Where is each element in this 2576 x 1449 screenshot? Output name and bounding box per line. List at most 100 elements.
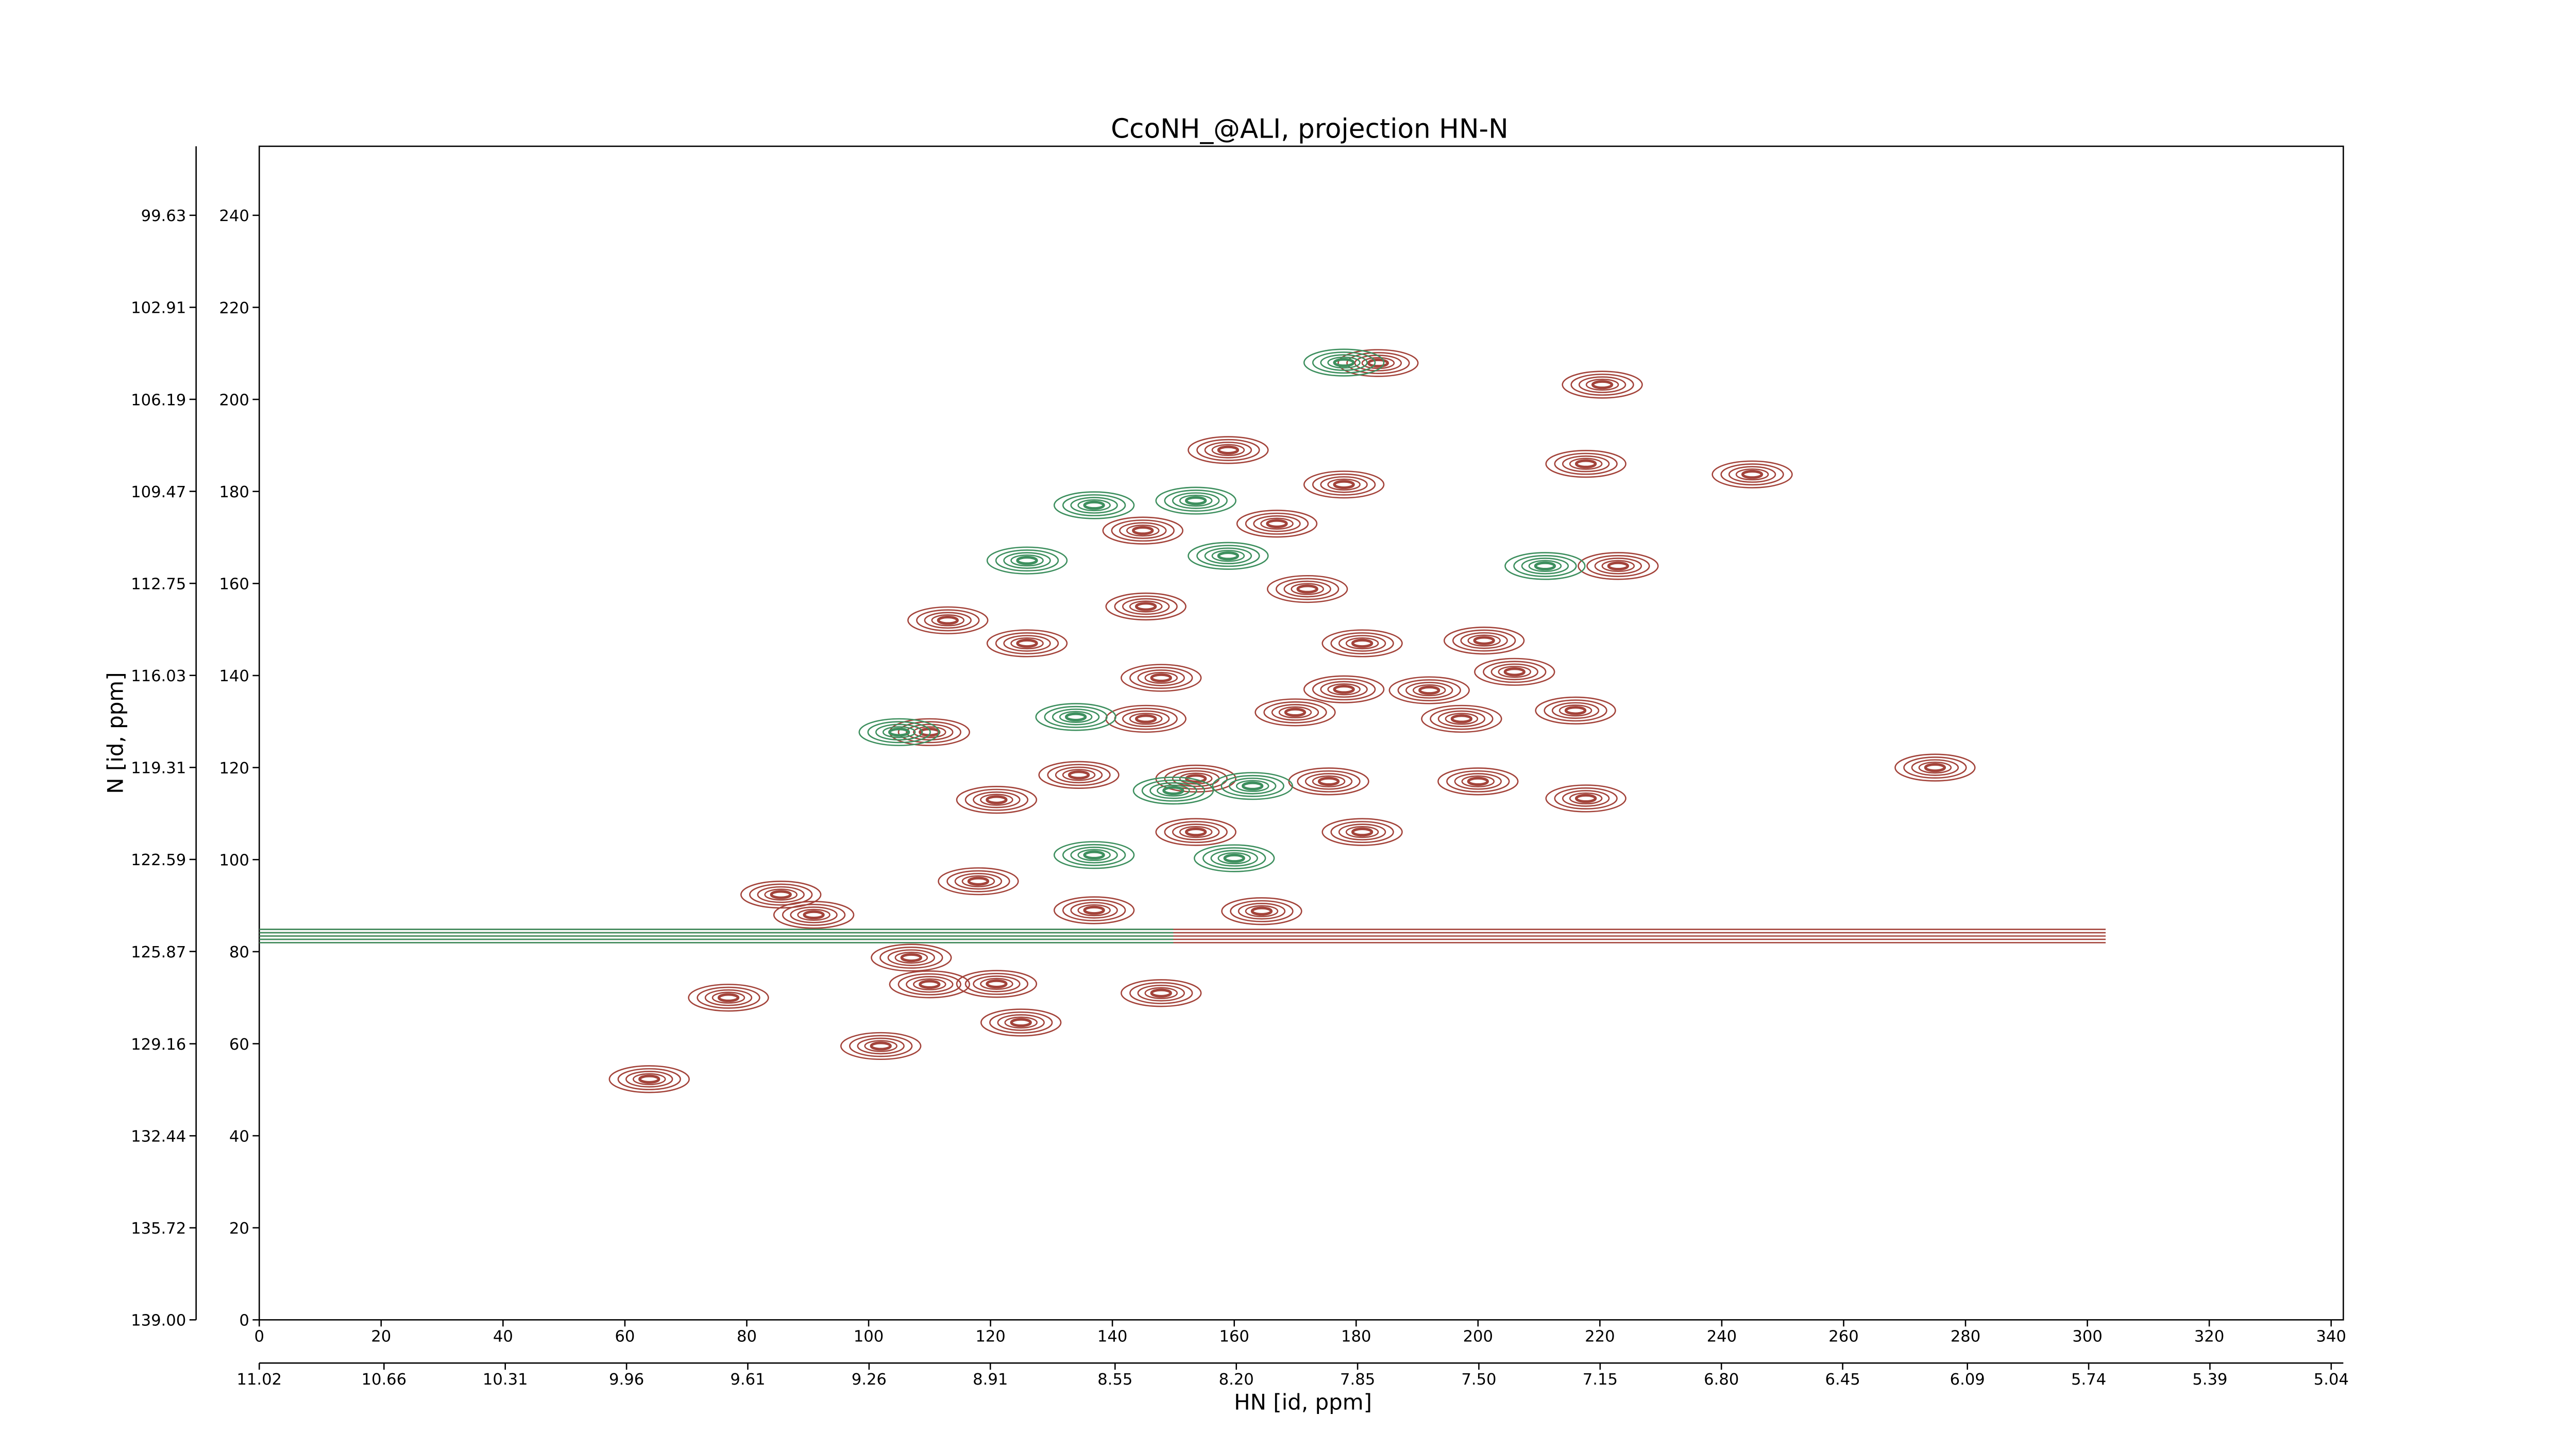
peak-contour xyxy=(1288,767,1369,796)
peak-contour xyxy=(964,972,1029,995)
peak-contour xyxy=(1062,494,1126,516)
peak-contour xyxy=(1016,555,1038,565)
peak-contour xyxy=(840,1032,922,1060)
peak-contour xyxy=(1172,492,1220,509)
peak-contour xyxy=(1070,497,1118,514)
peak-contour xyxy=(986,546,1068,575)
peak-contour xyxy=(1223,853,1245,863)
peak-contour xyxy=(1035,703,1116,731)
peak-contour xyxy=(1253,515,1301,532)
peak-contour xyxy=(1077,499,1111,512)
peak-contour xyxy=(1196,545,1260,567)
peak-contour xyxy=(1338,823,1386,840)
peak-contour xyxy=(1083,500,1105,510)
x-tick-label: 120 xyxy=(975,1327,1005,1345)
peak-contour xyxy=(1569,792,1603,805)
x-tick-label: 8.55 xyxy=(1097,1371,1132,1389)
peak-contour xyxy=(1105,704,1187,733)
y-tick-label: 0 xyxy=(239,1312,249,1330)
peak-contour xyxy=(1607,561,1630,571)
peak-contour xyxy=(1053,841,1135,869)
x-tick-label: 240 xyxy=(1707,1327,1737,1345)
y-tick-label: 200 xyxy=(219,391,249,409)
peak-contour xyxy=(1296,584,1318,594)
x-tick-label: 280 xyxy=(1951,1327,1980,1345)
peak-contour xyxy=(1137,984,1185,1002)
peak-contour xyxy=(1333,480,1355,490)
peak-contour xyxy=(1122,710,1170,728)
peak-contour xyxy=(740,881,822,909)
peak-contour xyxy=(1150,988,1172,998)
peak-contour xyxy=(1338,635,1386,652)
peak-contour xyxy=(1283,580,1331,598)
peak-contour xyxy=(1564,706,1587,715)
x-tick-label: 6.09 xyxy=(1950,1371,1985,1389)
peak-contour xyxy=(1217,445,1240,455)
x-tick-label: 80 xyxy=(737,1327,757,1345)
peak-contour xyxy=(1594,558,1642,575)
peak-contour xyxy=(907,606,989,634)
peak-contour xyxy=(1327,683,1361,696)
peak-contour xyxy=(867,721,931,744)
peak-contour xyxy=(849,1035,913,1057)
peak-contour xyxy=(961,875,995,887)
peak-contour xyxy=(1135,602,1157,611)
peak-contour xyxy=(1446,770,1510,793)
peak-contour xyxy=(897,973,961,996)
peak-contour xyxy=(980,978,1013,990)
y-tick-label: 106.19 xyxy=(131,391,186,409)
peak-contour xyxy=(1010,554,1044,567)
peak-contour xyxy=(1586,554,1650,577)
peak-contour xyxy=(1144,987,1178,999)
peak-contour xyxy=(1065,712,1087,722)
peak-contour xyxy=(1053,491,1135,519)
peak-contour xyxy=(764,888,798,901)
x-tick-label: 5.04 xyxy=(2314,1371,2349,1389)
peak-contour xyxy=(1562,455,1610,473)
peak-contour xyxy=(704,989,753,1006)
peak-contour xyxy=(1412,684,1446,697)
y-tick-label: 119.31 xyxy=(131,760,186,778)
peak-contour xyxy=(1155,818,1236,846)
peak-contour xyxy=(782,903,846,926)
peak-contour xyxy=(1196,439,1260,461)
y-tick-label: 140 xyxy=(219,667,249,685)
peak-contour xyxy=(889,970,971,999)
peak-contour xyxy=(1554,452,1618,475)
peak-contour xyxy=(1504,552,1586,580)
peak-contour xyxy=(1711,460,1793,488)
peak-contour xyxy=(1083,905,1105,915)
peak-contour xyxy=(1397,679,1461,701)
peak-contour xyxy=(913,978,946,990)
peak-contour xyxy=(1129,982,1193,1004)
peak-contour xyxy=(1053,896,1135,924)
peak-contour xyxy=(1437,710,1486,728)
peak-contour xyxy=(1114,595,1178,618)
peak-contour xyxy=(1164,490,1228,512)
x-tick-label: 340 xyxy=(2316,1327,2346,1345)
peak-contour xyxy=(1320,476,1368,493)
peak-contour xyxy=(1059,711,1093,723)
peak-contour xyxy=(1193,844,1275,872)
peak-contour xyxy=(946,870,1010,892)
peak-contour xyxy=(1077,849,1111,861)
peak-contour xyxy=(1245,512,1309,535)
peak-contour xyxy=(1129,713,1163,725)
peak-contour xyxy=(882,726,916,738)
peak-contour xyxy=(1188,436,1269,464)
peak-contour xyxy=(1062,899,1126,921)
y-tick-label: 112.75 xyxy=(131,575,186,593)
peak-contour xyxy=(906,723,954,741)
y-tick-label: 135.72 xyxy=(131,1220,186,1238)
peak-contour xyxy=(1162,786,1184,796)
peak-contour xyxy=(617,1068,681,1090)
peak-contour xyxy=(1271,704,1319,721)
peak-contour xyxy=(1554,787,1618,810)
y-tick-label: 120 xyxy=(219,760,249,778)
peak-contour xyxy=(1230,900,1294,922)
peak-contour xyxy=(803,910,825,920)
y-tick-label: 180 xyxy=(219,483,249,501)
x-tick-label: 260 xyxy=(1828,1327,1858,1345)
peak-contour xyxy=(1911,759,1959,776)
